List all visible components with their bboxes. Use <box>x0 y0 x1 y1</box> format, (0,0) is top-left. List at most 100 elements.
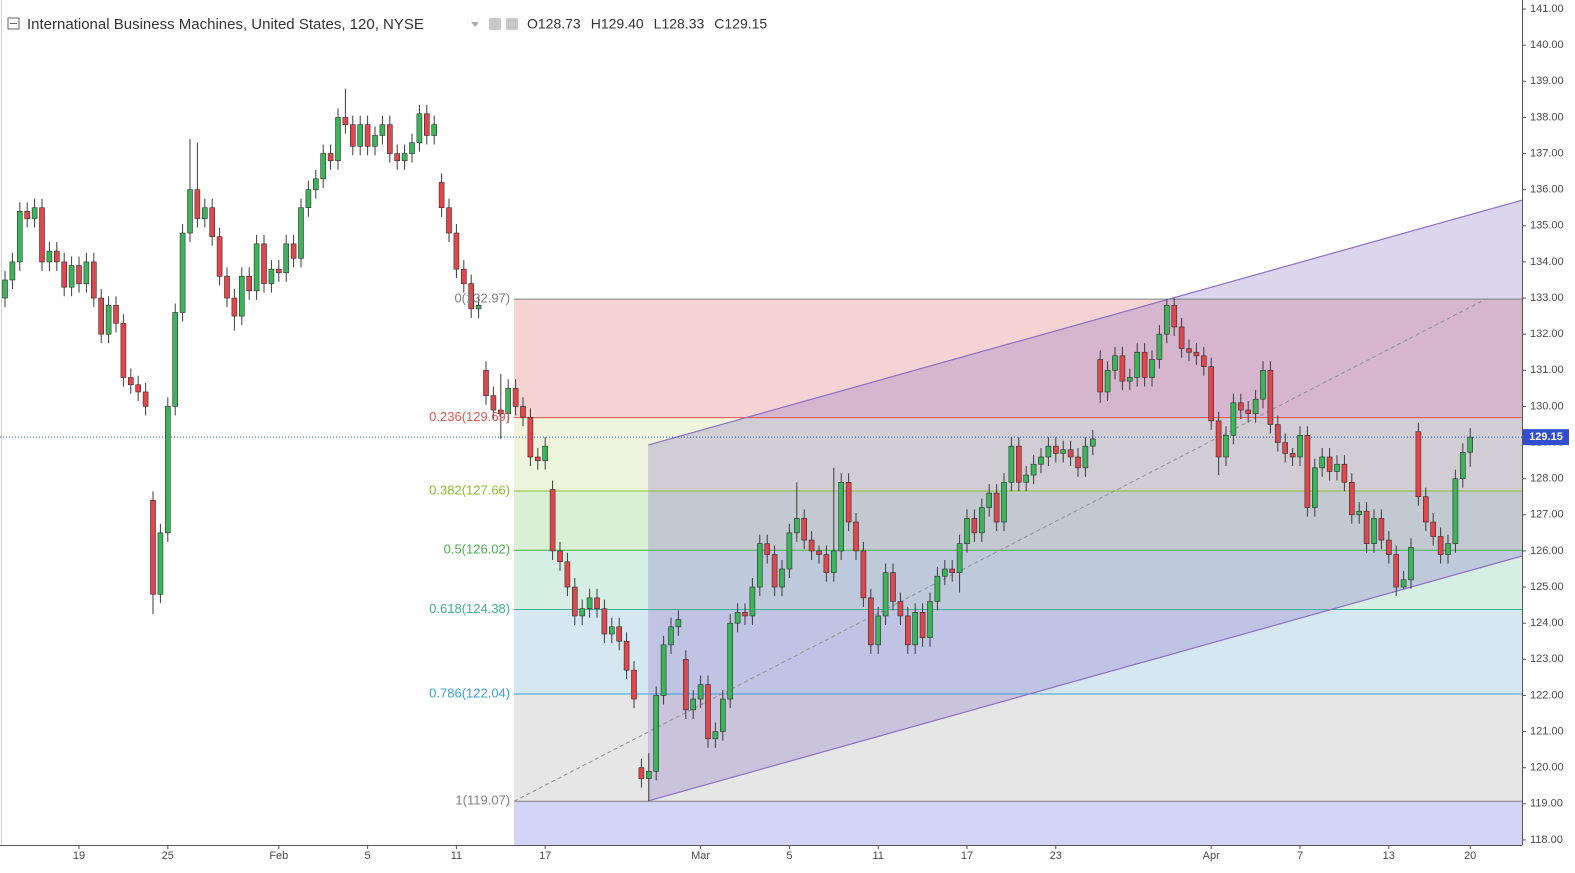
candle-body <box>904 615 911 646</box>
candle-body <box>231 297 238 317</box>
candle-body <box>934 575 941 602</box>
candle-body <box>793 518 800 534</box>
candle-body <box>867 597 874 646</box>
y-tick-label: 141.00 <box>1530 3 1564 15</box>
candle-body <box>801 518 808 541</box>
candle-body <box>379 124 386 136</box>
y-tick-label: 120.00 <box>1530 762 1564 774</box>
candle-body <box>830 550 837 573</box>
candle-body <box>490 395 497 411</box>
candle-body <box>142 391 149 407</box>
settings-icon[interactable] <box>489 18 501 30</box>
candle-body <box>423 113 430 136</box>
candle-body <box>1341 463 1348 483</box>
candle-body <box>1215 420 1222 458</box>
candle-body <box>283 243 290 274</box>
y-tick-label: 128.00 <box>1530 473 1564 485</box>
drawings <box>0 199 1523 802</box>
candle-body <box>1119 355 1126 382</box>
dropdown-arrow[interactable] <box>471 22 479 27</box>
candle-body <box>453 232 460 270</box>
candle-body <box>949 568 956 573</box>
candle-body <box>409 142 415 154</box>
candle-body <box>1149 359 1155 378</box>
candle-body <box>1090 438 1096 447</box>
visibility-icon[interactable] <box>506 18 518 30</box>
candle-body <box>890 572 896 602</box>
y-tick-label: 138.00 <box>1530 111 1564 123</box>
candle-body <box>1393 554 1399 588</box>
candle-body <box>1112 355 1118 371</box>
candle-body <box>1356 510 1362 516</box>
y-tick-label: 139.00 <box>1530 75 1564 87</box>
x-tick-label: 11 <box>872 850 883 862</box>
candle-body <box>1023 474 1030 483</box>
candle-body <box>927 601 933 638</box>
y-tick-label: 126.00 <box>1530 545 1564 557</box>
candle-body <box>357 124 364 147</box>
candle-body <box>1452 478 1459 545</box>
candle-body <box>638 767 645 779</box>
candle-body <box>749 586 756 617</box>
candle-body <box>964 518 970 545</box>
candle-body <box>993 492 1000 523</box>
candle-body <box>113 304 119 324</box>
candle-body <box>239 276 245 317</box>
fib-band <box>514 299 1522 418</box>
candle-body <box>978 507 985 534</box>
x-tick-label: 7 <box>1297 850 1303 862</box>
collapse-icon[interactable] <box>7 17 20 30</box>
candle-body <box>1001 481 1007 523</box>
candle-body <box>1349 481 1355 516</box>
fib-level-label: 0.618(124.38) <box>429 601 510 616</box>
candle-body <box>1060 449 1066 454</box>
y-tick-label: 135.00 <box>1530 220 1564 232</box>
candle-body <box>53 250 60 263</box>
candle-body <box>1127 377 1133 382</box>
candle-body <box>941 568 948 577</box>
candle-body <box>135 384 141 393</box>
ohlc-value: H129.40 <box>591 16 644 32</box>
y-tick-label: 125.00 <box>1530 581 1564 593</box>
candle-body <box>1371 518 1377 545</box>
candle-body <box>1208 366 1214 422</box>
candle-body <box>438 182 445 209</box>
x-tick-label: 11 <box>451 850 462 862</box>
candle-body <box>808 539 815 552</box>
y-tick-label: 140.00 <box>1530 39 1564 51</box>
candle-body <box>897 601 904 617</box>
symbol-title: International Business Machines, United … <box>27 16 424 33</box>
trend-line <box>513 298 1486 802</box>
ohlc-value: O128.73 <box>527 16 581 32</box>
candle-body <box>1363 510 1370 545</box>
candle-body <box>128 377 134 386</box>
candle-body <box>120 323 127 378</box>
candle-body <box>1386 539 1392 555</box>
candle-body <box>24 211 31 219</box>
candle-body <box>1053 445 1059 454</box>
candle-body <box>1326 456 1333 472</box>
candle-body <box>527 416 534 458</box>
y-tick-label: 130.00 <box>1530 400 1564 412</box>
candle-body <box>460 268 467 284</box>
candle-body <box>853 521 859 552</box>
y-tick-label: 122.00 <box>1530 689 1564 701</box>
candle-body <box>1467 436 1473 453</box>
candle-body <box>734 612 741 624</box>
candle-body <box>771 554 778 588</box>
candle-body <box>719 698 726 732</box>
candle-body <box>601 608 608 635</box>
candle-body <box>1030 463 1037 476</box>
candle-body <box>179 232 186 313</box>
candle-body <box>779 568 785 588</box>
fib-level-label: 0.5(126.02) <box>444 542 511 557</box>
fib-level-label: 0.786(122.04) <box>429 685 510 700</box>
candle-body <box>764 543 771 555</box>
y-tick-label: 123.00 <box>1530 653 1564 665</box>
candle-body <box>912 612 919 646</box>
candle-body <box>335 117 341 162</box>
candle-body <box>756 543 763 588</box>
channel-line <box>647 555 1523 802</box>
candle-body <box>483 369 489 396</box>
x-tick-label: Feb <box>269 850 288 862</box>
